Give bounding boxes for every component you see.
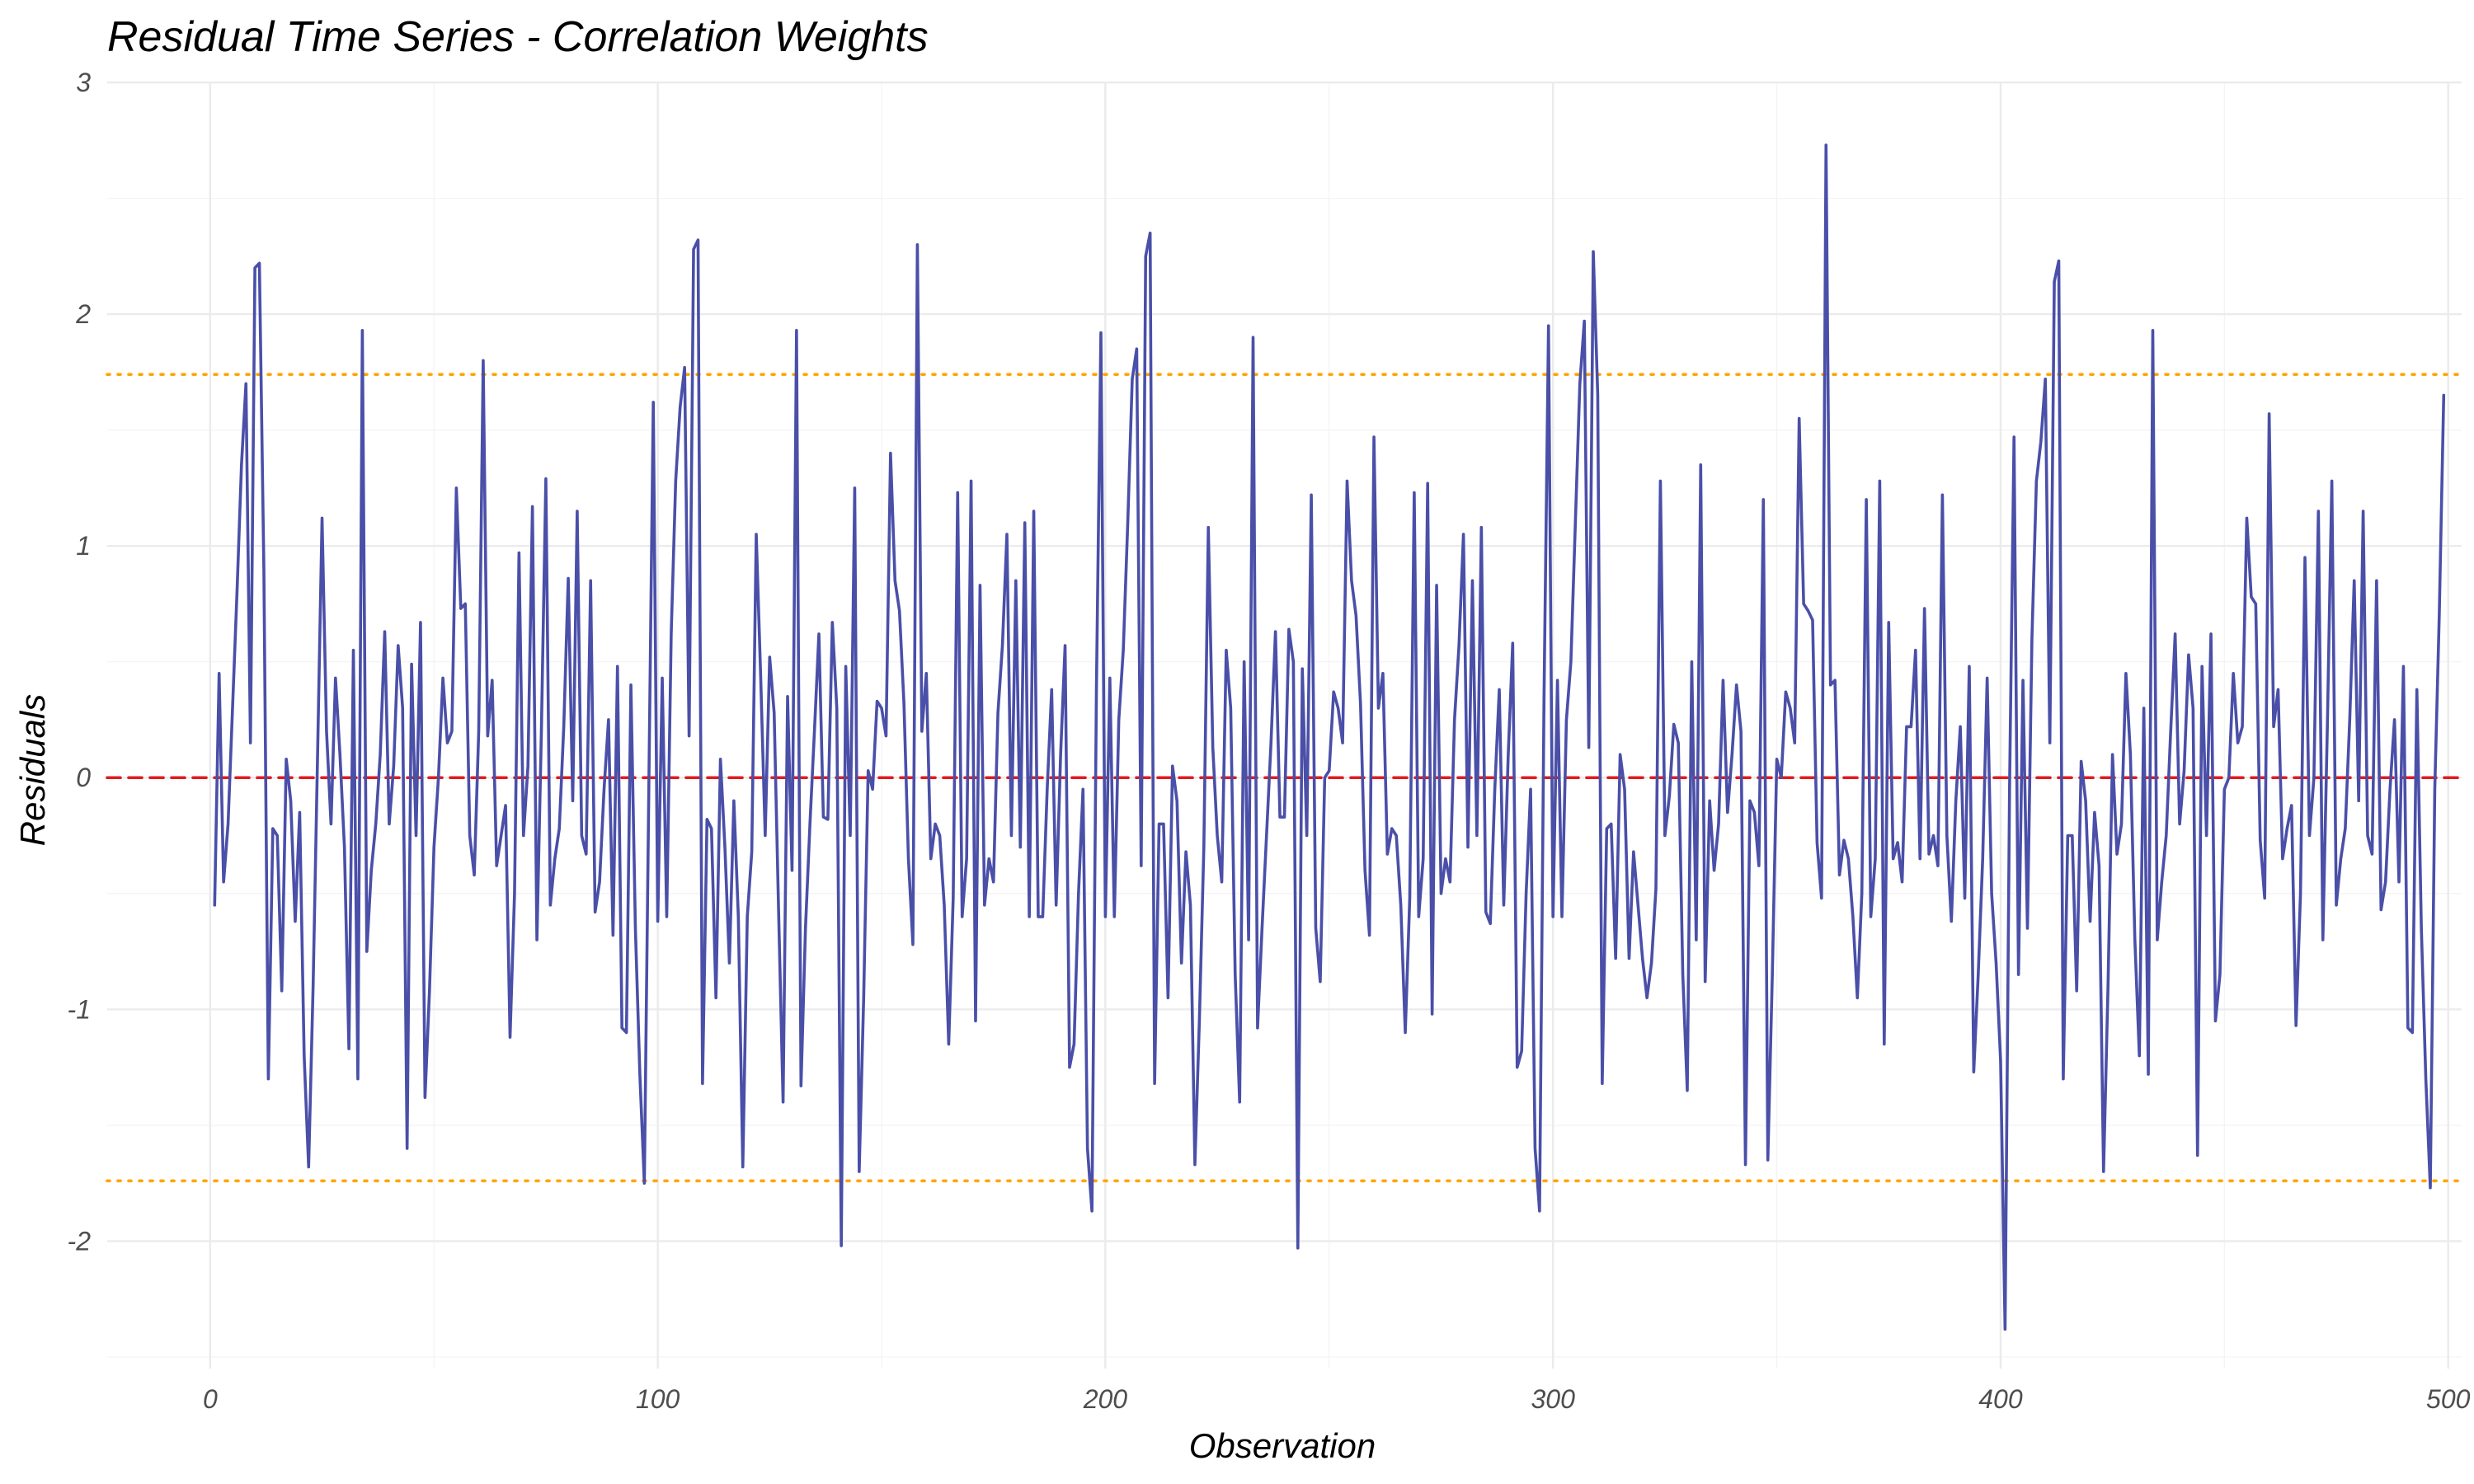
y-tick-label: 0: [76, 763, 91, 792]
x-tick-label: 200: [1083, 1384, 1128, 1414]
x-tick-label: 100: [636, 1384, 680, 1414]
series-layer: [213, 143, 2446, 1331]
y-tick-label: 2: [75, 299, 91, 329]
y-tick-label: -1: [68, 994, 91, 1024]
reference-lines: [106, 373, 2463, 1183]
y-tick-label: -2: [68, 1226, 92, 1256]
x-tick-label: 500: [2426, 1384, 2471, 1414]
x-tick-label: 400: [1978, 1384, 2023, 1414]
x-axis-tick-labels: 0 100 200 300 400 500: [203, 1384, 2471, 1414]
y-tick-label: 1: [76, 531, 91, 561]
residual-series-line: [213, 143, 2446, 1331]
y-axis-title: Residuals: [13, 694, 52, 846]
y-tick-label: 3: [76, 68, 91, 97]
x-axis-title: Observation: [1189, 1426, 1376, 1465]
x-tick-label: 0: [203, 1384, 218, 1414]
chart-title: Residual Time Series - Correlation Weigh…: [107, 13, 929, 61]
plot-grid: [107, 81, 2462, 1369]
y-axis-tick-labels: -2 -1 0 1 2 3: [68, 68, 92, 1256]
x-tick-label: 300: [1531, 1384, 1575, 1414]
